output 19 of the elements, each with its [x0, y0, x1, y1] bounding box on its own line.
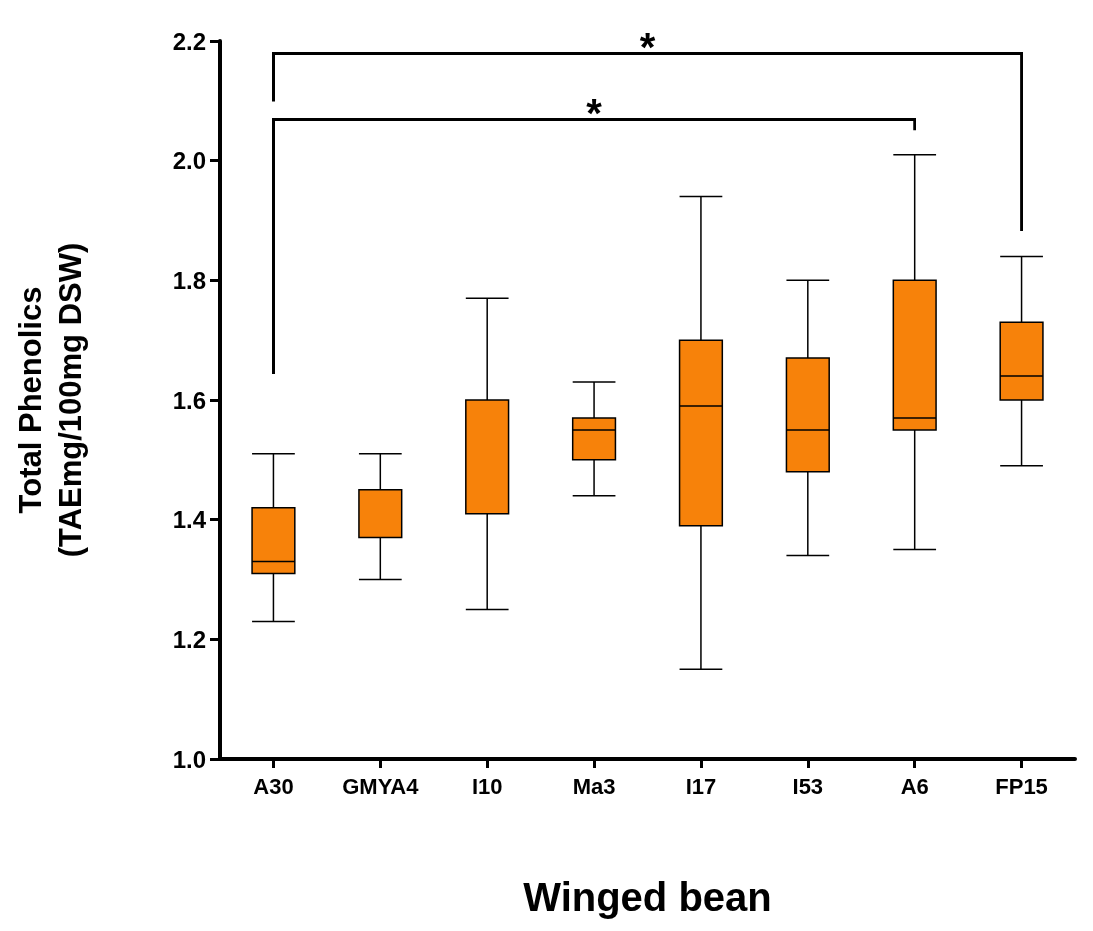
x-tick-label: I53 [792, 773, 824, 799]
y-tick-label: 1.8 [172, 266, 206, 294]
x-tick-label: A30 [253, 773, 294, 799]
y-tick-label: 2.2 [172, 27, 206, 55]
annotation: * [586, 91, 603, 135]
annotation: * [639, 25, 656, 69]
x-tick-label: Ma3 [572, 773, 616, 799]
y-tick-label: 1.2 [172, 625, 206, 653]
x-tick-label: A6 [900, 773, 929, 799]
y-tick-label: 1.0 [172, 745, 206, 773]
x-tick-label: I17 [685, 773, 717, 799]
x-axis-title: Winged bean [523, 875, 772, 919]
x-tick-label: FP15 [995, 773, 1048, 799]
y-tick-label: 2.0 [172, 147, 206, 175]
x-tick-label: GMYA4 [342, 773, 420, 799]
y-tick-label: 1.4 [172, 506, 207, 534]
y-axis-title: Total Phenolics (TAEmg/100mg DSW) [12, 242, 88, 558]
y-tick-label: 1.6 [172, 386, 206, 414]
x-tick-label: I10 [471, 773, 503, 799]
